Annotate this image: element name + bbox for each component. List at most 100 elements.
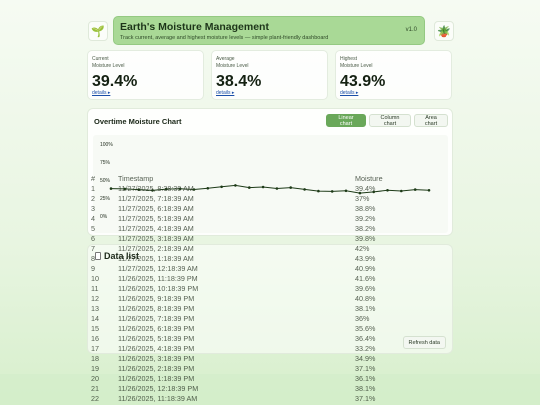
data-point[interactable] (178, 187, 182, 191)
seedling-icon[interactable]: 🌱 (88, 21, 108, 41)
cell-moisture: 39.8% (355, 234, 376, 243)
details-link[interactable]: details ▸ (340, 90, 359, 96)
cell-timestamp: 11/26/2025, 1:18:39 PM (118, 374, 195, 383)
y-tick-label: 25% (100, 196, 111, 202)
cell-timestamp: 11/27/2025, 7:18:39 AM (118, 194, 194, 203)
average-moisture-card: Average Moisture Level 38.4% details ▸ (211, 50, 328, 100)
tab-area-chart[interactable]: Area chart (414, 114, 448, 127)
data-list-title: Data list (95, 251, 139, 261)
stat-value: 39.4% (92, 73, 138, 90)
data-point[interactable] (206, 187, 210, 190)
table-row: 4 11/27/2025, 5:18:39 AM 39.2% (91, 214, 415, 224)
cell-timestamp: 11/26/2025, 3:18:39 PM (118, 354, 195, 363)
data-point[interactable] (248, 186, 251, 189)
cell-timestamp: 11/26/2025, 4:18:39 PM (118, 344, 195, 353)
table-row: 17 11/26/2025, 4:18:39 PM 33.2% (91, 344, 415, 354)
cell-timestamp: 11/26/2025, 11:18:39 AM (118, 394, 198, 403)
data-point[interactable] (151, 189, 154, 192)
data-point[interactable] (234, 184, 237, 187)
cell-moisture: 37.1% (355, 364, 376, 373)
data-point[interactable] (289, 186, 292, 189)
cell-moisture: 36% (355, 314, 370, 323)
document-icon (95, 252, 101, 260)
cell-index: 14 (91, 314, 99, 323)
cell-timestamp: 11/27/2025, 12:18:39 AM (118, 264, 198, 273)
current-moisture-card: Current Moisture Level 39.4% details ▸ (87, 50, 204, 100)
data-point[interactable] (220, 185, 223, 189)
data-point[interactable] (123, 187, 127, 191)
app-header: Earth's Moisture Management Track curren… (113, 16, 425, 45)
cell-timestamp: 11/27/2025, 8:38:39 AM (118, 184, 194, 193)
tab-column-chart[interactable]: Column chart (369, 114, 411, 127)
column-header-index: # (91, 174, 95, 183)
data-point[interactable] (413, 188, 417, 191)
footer-band (0, 374, 540, 405)
data-list-title-text: Data list (104, 251, 140, 261)
cell-index: 2 (91, 194, 95, 203)
data-point[interactable] (261, 185, 265, 189)
table-row: 5 11/27/2025, 4:18:39 AM 38.2% (91, 224, 415, 234)
stat-label: Highest Moisture Level (340, 56, 373, 69)
table-row: 7 11/27/2025, 2:18:39 AM 42% (91, 244, 415, 254)
data-point[interactable] (275, 187, 279, 190)
table-row: 3 11/27/2025, 6:18:39 AM 38.8% (91, 204, 415, 214)
cell-moisture: 42% (355, 244, 370, 253)
cell-moisture: 40.9% (355, 264, 376, 273)
app-title: Earth's Moisture Management (120, 21, 269, 33)
cell-index: 7 (91, 244, 95, 253)
cell-moisture: 39.6% (355, 284, 376, 293)
data-point[interactable] (344, 189, 348, 193)
cell-timestamp: 11/26/2025, 5:18:39 PM (118, 334, 195, 343)
y-tick-label: 75% (100, 160, 111, 166)
data-point[interactable] (330, 190, 334, 193)
potted-plant-icon[interactable]: 🪴 (434, 21, 454, 41)
cell-index: 8 (91, 254, 95, 263)
details-link[interactable]: details ▸ (92, 90, 111, 96)
cell-timestamp: 11/26/2025, 12:18:39 PM (118, 384, 199, 393)
data-point[interactable] (317, 189, 320, 193)
data-point[interactable] (372, 190, 376, 194)
cell-moisture: 38.8% (355, 204, 376, 213)
tab-linear-chart[interactable]: Linear chart (326, 114, 366, 127)
table-row: 18 11/26/2025, 3:18:39 PM 34.9% (91, 354, 415, 364)
cell-moisture: 39.4% (355, 184, 376, 193)
data-point[interactable] (137, 188, 140, 191)
series-line (110, 184, 430, 194)
data-point[interactable] (400, 189, 403, 193)
cell-moisture: 36.4% (355, 334, 376, 343)
cell-timestamp: 11/26/2025, 10:18:39 PM (118, 284, 199, 293)
data-point[interactable] (109, 187, 113, 190)
cell-moisture: 38.2% (355, 224, 376, 233)
data-point[interactable] (165, 187, 168, 191)
table-row: 15 11/26/2025, 6:18:39 PM 35.6% (91, 324, 415, 334)
moisture-line-chart (109, 184, 431, 195)
highest-moisture-card: Highest Moisture Level 43.9% details ▸ (335, 50, 452, 100)
cell-index: 10 (91, 274, 99, 283)
table-row: 8 11/27/2025, 1:18:39 AM 43.9% (91, 254, 415, 264)
data-point[interactable] (427, 189, 431, 192)
cell-index: 18 (91, 354, 99, 363)
table-row: 10 11/26/2025, 11:18:39 PM 41.6% (91, 274, 415, 284)
cell-index: 9 (91, 264, 95, 273)
cell-index: 15 (91, 324, 99, 333)
cell-index: 11 (91, 284, 99, 293)
table-header-row: # Timestamp Moisture (91, 174, 415, 184)
details-link[interactable]: details ▸ (216, 90, 235, 96)
cell-timestamp: 11/27/2025, 6:18:39 AM (118, 204, 194, 213)
data-point[interactable] (192, 188, 196, 191)
cell-moisture: 40.8% (355, 294, 376, 303)
table-row: 20 11/26/2025, 1:18:39 PM 36.1% (91, 374, 415, 384)
data-point[interactable] (386, 189, 389, 192)
table-row: 2 11/27/2025, 7:18:39 AM 37% (91, 194, 415, 204)
data-point[interactable] (358, 191, 362, 195)
cell-moisture: 36.1% (355, 374, 376, 383)
data-point[interactable] (303, 188, 306, 191)
cell-moisture: 38.1% (355, 304, 376, 313)
cell-timestamp: 11/27/2025, 4:18:39 AM (118, 224, 194, 233)
table-row: 19 11/26/2025, 2:18:39 PM 37.1% (91, 364, 415, 374)
refresh-data-button[interactable]: Refresh data (402, 336, 446, 349)
y-tick-label: 50% (100, 178, 111, 184)
cell-timestamp: 11/27/2025, 2:18:39 AM (118, 244, 194, 253)
column-header-timestamp: Timestamp (118, 174, 154, 183)
data-list-card: Data list Refresh data (87, 244, 453, 354)
